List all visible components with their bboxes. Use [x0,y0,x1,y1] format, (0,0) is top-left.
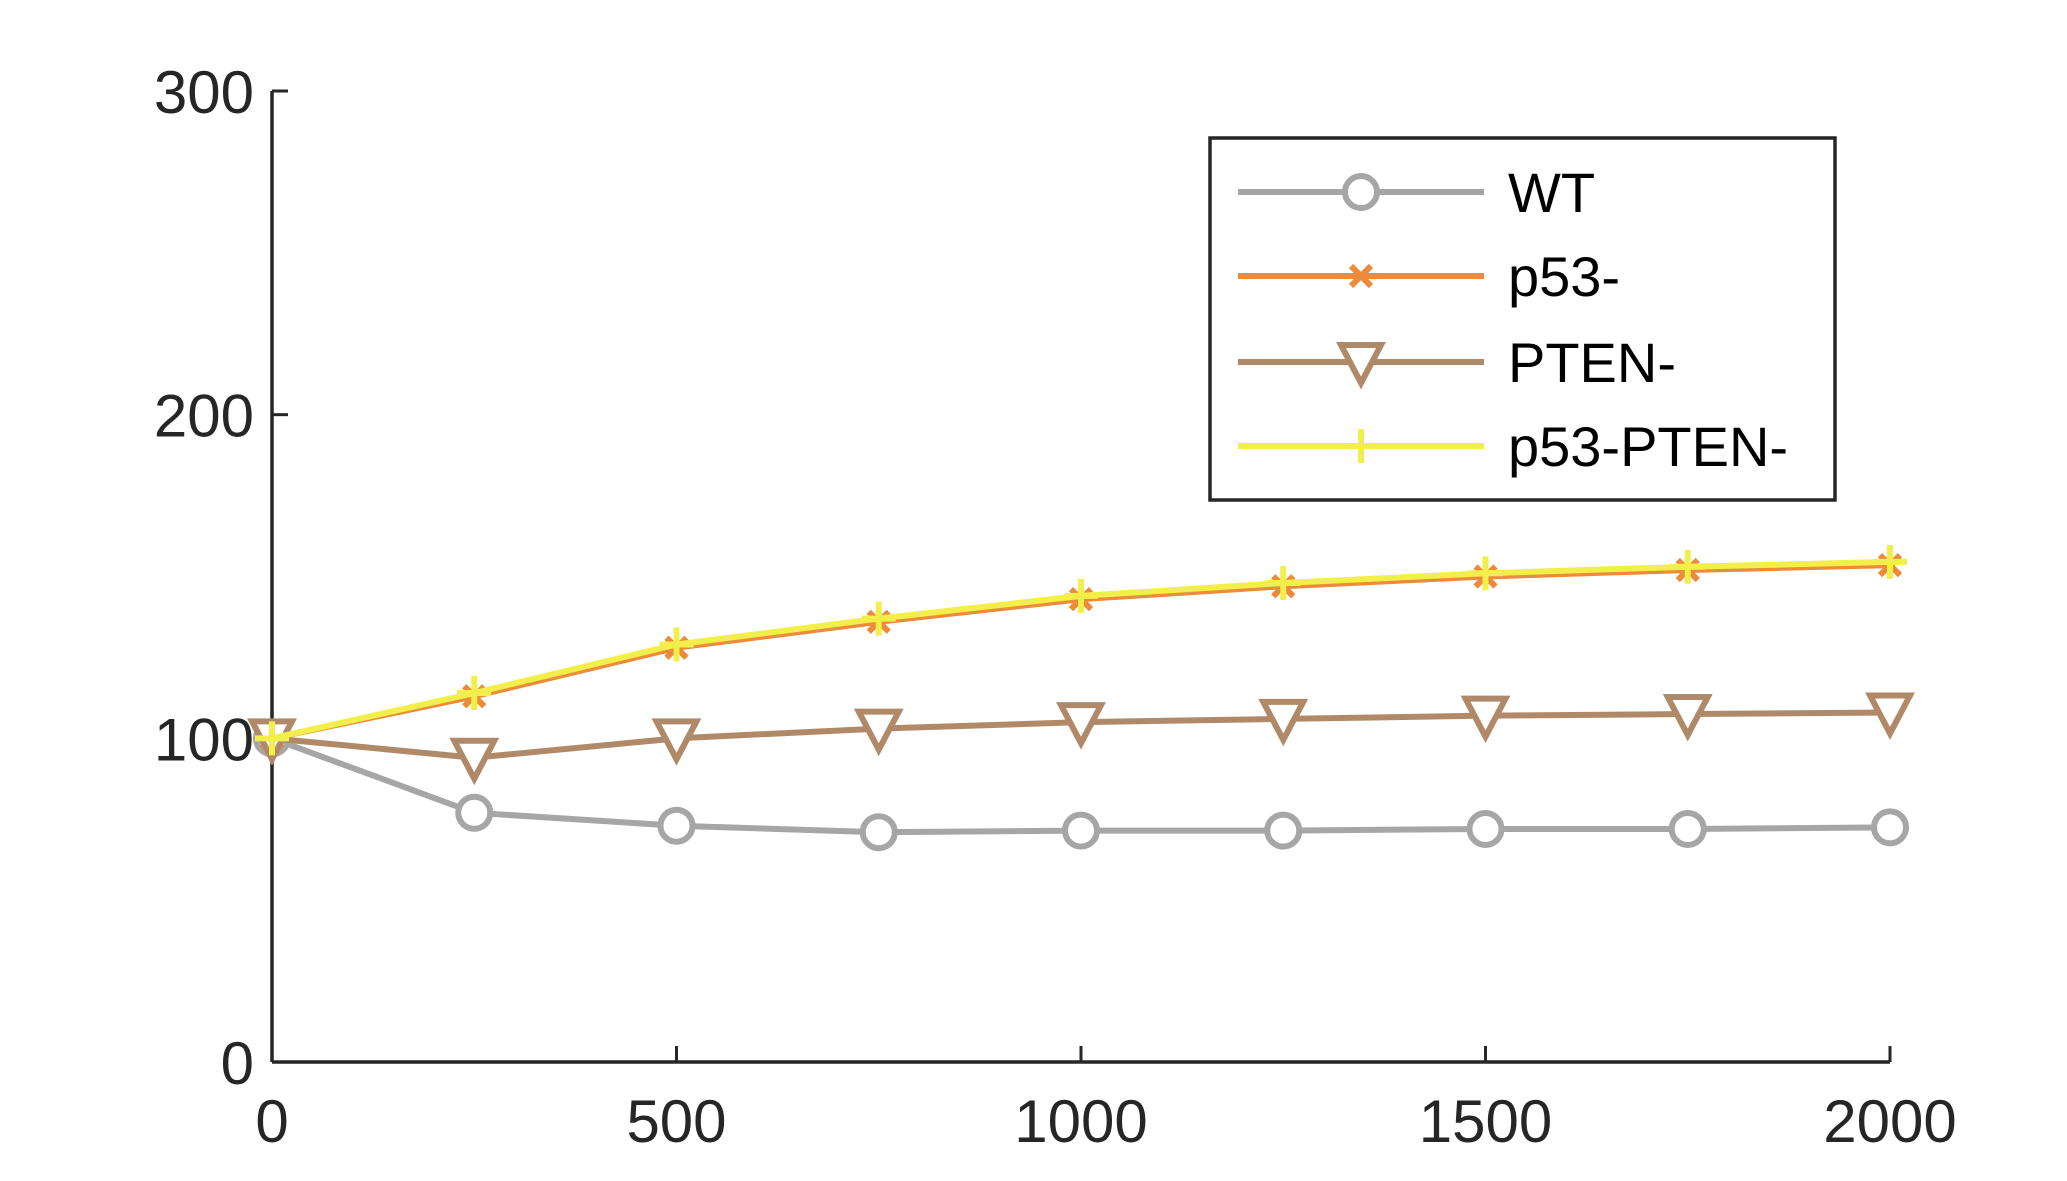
data-point-plus [1873,544,1907,579]
data-point-plus [1670,549,1705,584]
data-point-circle [657,806,696,845]
y-tick-label: 100 [154,706,254,773]
data-point-triangle-down [651,718,702,766]
data-point-triangle-down [853,708,904,757]
data-point-plus [1064,578,1098,613]
legend-label: p53- [1508,245,1620,308]
y-tick-label: 300 [154,59,254,126]
data-point-plus [1266,565,1301,600]
data-point-triangle-down [1865,692,1915,740]
data-point-circle [1871,808,1909,847]
x-tick-label: 1000 [1014,1088,1147,1155]
data-point-circle [455,793,494,832]
y-tick-label: 200 [154,383,254,450]
legend-entry: PTEN- [1238,331,1676,394]
data-point-triangle-down [1056,702,1106,750]
data-point-plus [861,601,896,636]
data-point-triangle-down [1662,694,1713,742]
legend-box [1208,136,1837,502]
x-tick-label: 0 [255,1088,288,1155]
data-point-plus [1468,556,1503,591]
data-point-triangle-down [1258,698,1309,747]
data-point-triangle-down [449,737,500,786]
legend-label: p53-PTEN- [1508,415,1788,478]
x-tick-label: 1500 [1419,1088,1552,1155]
series-layer [247,544,1915,852]
data-point-plus [1344,429,1378,463]
data-point-triangle-down [1336,342,1386,390]
data-point-plus [255,721,289,756]
data-point-triangle-down [1460,695,1511,744]
legend-label: PTEN- [1508,331,1676,394]
y-tick-label: 0 [221,1030,254,1097]
legend-label: WT [1508,161,1595,224]
axes: 0 500 1000 1500 2000 0 100 200 300 [154,59,1957,1155]
legend-entry: WT [1238,161,1595,224]
data-point-plus [659,627,694,662]
data-point-plus [457,676,492,711]
data-point-circle [1466,809,1505,848]
legend-entry: p53-PTEN- [1238,415,1788,478]
series-PTEN- [247,692,1915,786]
data-point-circle [1264,811,1303,850]
data-point-circle [1062,811,1100,850]
x-tick-label: 500 [626,1088,726,1155]
data-point-circle [859,813,898,852]
data-point-circle [1342,173,1380,211]
series-p53-PTEN- [255,544,1907,756]
data-point-x [1348,263,1374,289]
x-tick-label: 2000 [1823,1088,1956,1155]
legend-entry: p53- [1238,245,1620,308]
data-point-circle [1668,809,1707,848]
